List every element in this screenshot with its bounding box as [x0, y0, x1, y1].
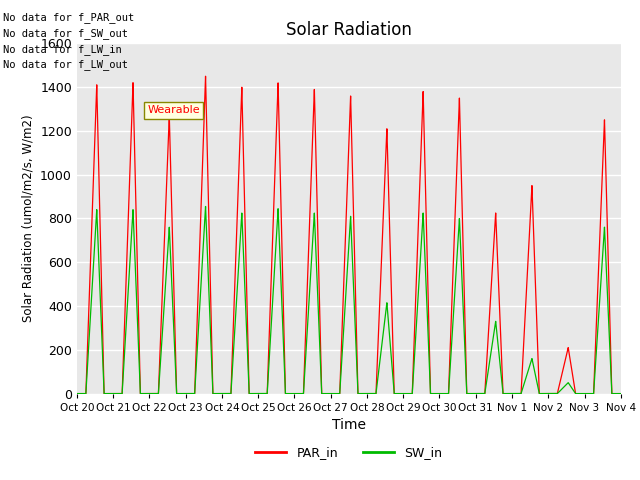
SW_in: [204, 252, 211, 258]
Title: Solar Radiation: Solar Radiation: [286, 21, 412, 39]
SW_in: [361, 391, 369, 396]
SW_in: [132, 285, 140, 290]
Legend: PAR_in, SW_in: PAR_in, SW_in: [250, 442, 447, 465]
Line: SW_in: SW_in: [77, 206, 621, 394]
SW_in: [545, 391, 552, 396]
X-axis label: Time: Time: [332, 418, 366, 432]
SW_in: [73, 391, 81, 396]
Text: Wearable: Wearable: [147, 105, 200, 115]
PAR_in: [204, 155, 211, 161]
PAR_in: [132, 211, 140, 217]
Line: PAR_in: PAR_in: [77, 76, 621, 394]
PAR_in: [361, 391, 369, 396]
PAR_in: [617, 391, 625, 396]
PAR_in: [192, 348, 200, 354]
SW_in: [202, 204, 209, 209]
Text: No data for f_LW_out: No data for f_LW_out: [3, 60, 128, 71]
Text: No data for f_PAR_out: No data for f_PAR_out: [3, 12, 134, 23]
PAR_in: [545, 391, 552, 396]
PAR_in: [73, 391, 81, 396]
SW_in: [617, 391, 625, 396]
Text: No data for f_SW_out: No data for f_SW_out: [3, 28, 128, 39]
Y-axis label: Solar Radiation (umol/m2/s, W/m2): Solar Radiation (umol/m2/s, W/m2): [22, 115, 35, 322]
PAR_in: [202, 73, 209, 79]
Text: No data for f_LW_in: No data for f_LW_in: [3, 44, 122, 55]
SW_in: [192, 366, 200, 372]
SW_in: [90, 251, 98, 257]
PAR_in: [90, 156, 98, 162]
